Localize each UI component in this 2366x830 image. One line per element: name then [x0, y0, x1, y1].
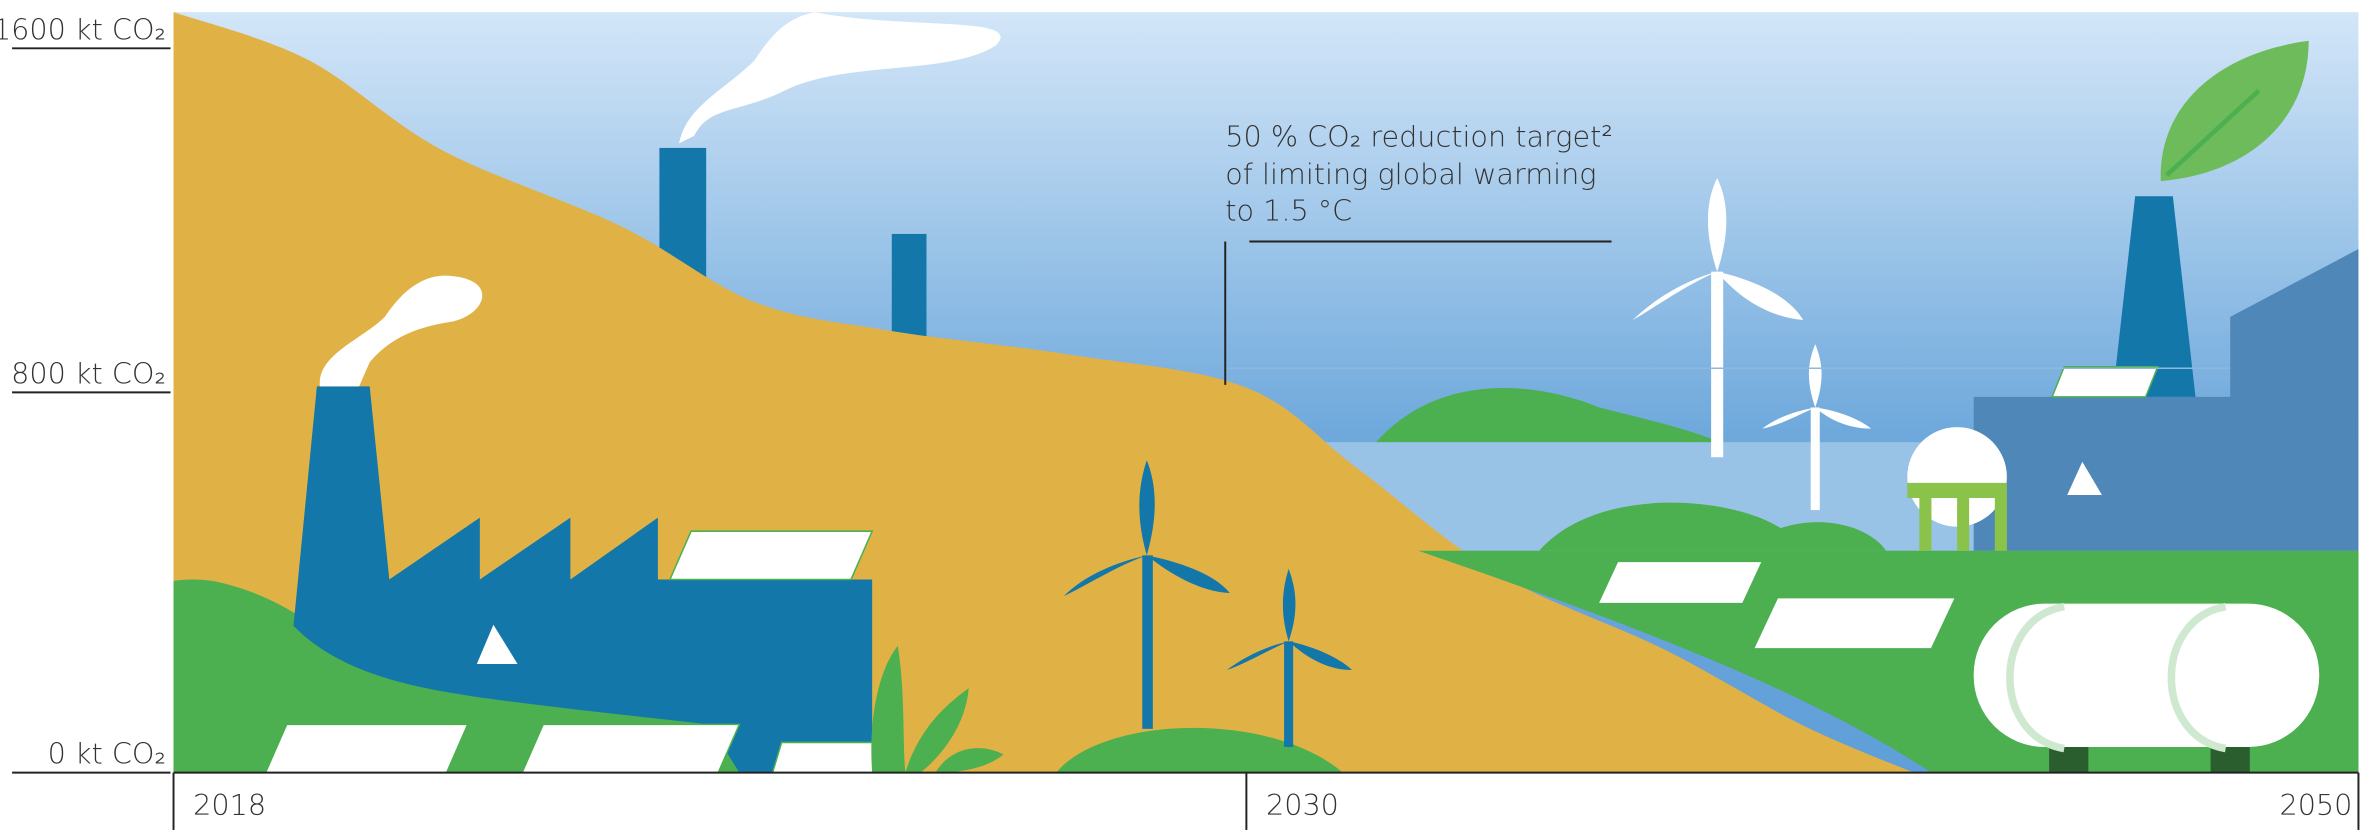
annotation: 50 % CO₂ reduction target² [1225, 119, 1613, 153]
foreground [173, 178, 2359, 774]
y-tick-label: 800 kt CO₂ [11, 356, 166, 390]
annotation: to 1.5 °C [1225, 193, 1352, 227]
y-tick-label: 1600 kt CO₂ [0, 12, 166, 46]
x-tick-label: 2030 [1266, 788, 1339, 822]
annotation: of limiting global warming [1225, 157, 1596, 191]
x-tick-label: 2018 [193, 788, 266, 822]
y-tick-label: 0 kt CO₂ [48, 737, 166, 771]
x-tick-label: 2050 [2279, 788, 2352, 822]
